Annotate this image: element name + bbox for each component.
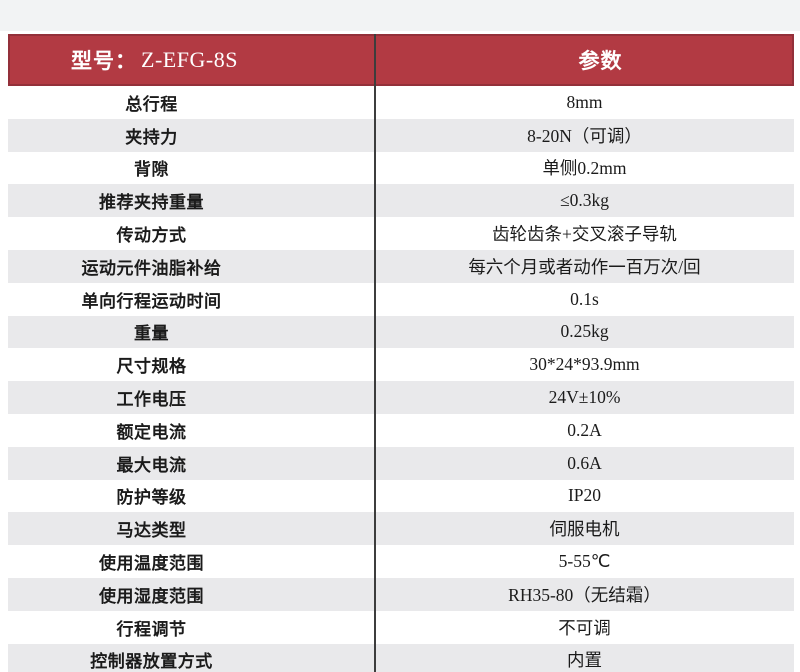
table-row: 行程调节 不可调 — [8, 611, 794, 644]
table-row: 运动元件油脂补给 每六个月或者动作一百万次/回 — [8, 249, 794, 283]
spec-value: 8-20N（可调） — [527, 125, 642, 146]
spec-label: 推荐夹持重量 — [99, 193, 204, 213]
table-row: 马达类型 伺服电机 — [8, 512, 794, 546]
table-row: 总行程 8mm — [8, 86, 794, 119]
spec-label: 行程调节 — [116, 619, 187, 639]
table-row: 控制器放置方式 内置 — [8, 643, 794, 672]
spec-value: 齿轮齿条+交叉滚子导轨 — [492, 224, 677, 245]
spec-value: 0.25kg — [560, 321, 609, 342]
table-row: 重量 0.25kg — [8, 315, 794, 349]
spec-value: 每六个月或者动作一百万次/回 — [468, 256, 701, 277]
spec-value: 0.6A — [567, 452, 602, 473]
spec-value: 0.1s — [570, 288, 599, 309]
table-row: 最大电流 0.6A — [8, 446, 794, 480]
table-row: 防护等级 IP20 — [8, 480, 794, 513]
table-row: 额定电流 0.2A — [8, 414, 794, 447]
spec-label: 工作电压 — [116, 390, 187, 410]
spec-value: 8mm — [566, 91, 603, 112]
spec-label: 使用温度范围 — [99, 554, 204, 574]
spec-label: 背隙 — [134, 160, 169, 180]
spec-label: 使用湿度范围 — [99, 586, 204, 606]
spec-value: 30*24*93.9mm — [529, 354, 640, 375]
table-row: 工作电压 24V±10% — [8, 381, 794, 414]
spec-value: ≤0.3kg — [560, 190, 609, 211]
table-row: 单向行程运动时间 0.1s — [8, 283, 794, 316]
spec-value: 5-55℃ — [558, 551, 611, 572]
spec-value: 伺服电机 — [549, 519, 620, 540]
spec-label: 尺寸规格 — [116, 357, 187, 377]
spec-value: RH35-80（无结霜） — [508, 584, 661, 605]
spec-label: 马达类型 — [116, 521, 187, 541]
spec-label: 单向行程运动时间 — [81, 291, 222, 311]
spec-value: 不可调 — [558, 617, 611, 638]
header-model-cell: 型号： Z-EFG-8S — [10, 36, 377, 84]
spec-value: 单侧0.2mm — [542, 158, 627, 179]
page-top-strip — [0, 0, 800, 31]
model-label: 型号： — [71, 50, 138, 73]
table-row: 传动方式 齿轮齿条+交叉滚子导轨 — [8, 217, 794, 250]
spec-value: 内置 — [567, 650, 602, 671]
spec-value: IP20 — [567, 485, 602, 506]
spec-label: 防护等级 — [116, 488, 187, 508]
table-row: 背隙 单侧0.2mm — [8, 152, 794, 185]
spec-rows: 总行程 8mm 夹持力 8-20N（可调） 背隙 单侧0.2mm 推荐夹持重量 … — [8, 86, 794, 672]
spec-label: 运动元件油脂补给 — [81, 258, 222, 278]
spec-label: 额定电流 — [116, 422, 187, 442]
spec-label: 重量 — [134, 324, 169, 344]
spec-label: 夹持力 — [125, 127, 178, 147]
spec-label: 传动方式 — [116, 226, 187, 246]
table-row: 尺寸规格 30*24*93.9mm — [8, 348, 794, 381]
table-header-row: 型号： Z-EFG-8S 参数 — [8, 34, 794, 86]
column-divider-line — [374, 34, 376, 672]
spec-table: 型号： Z-EFG-8S 参数 总行程 8mm 夹持力 8-20N（可调） 背隙… — [8, 34, 794, 672]
model-number: Z-EFG-8S — [141, 47, 238, 72]
table-row: 推荐夹持重量 ≤0.3kg — [8, 184, 794, 218]
header-parameter-cell: 参数 — [377, 36, 792, 84]
table-row: 使用温度范围 5-55℃ — [8, 545, 794, 578]
spec-value: 24V±10% — [548, 387, 621, 408]
spec-label: 控制器放置方式 — [90, 652, 213, 672]
table-row: 使用湿度范围 RH35-80（无结霜） — [8, 577, 794, 611]
table-row: 夹持力 8-20N（可调） — [8, 118, 794, 152]
spec-label: 最大电流 — [116, 455, 187, 475]
spec-value: 0.2A — [567, 419, 602, 440]
parameter-label: 参数 — [578, 50, 623, 73]
spec-label: 总行程 — [125, 94, 178, 114]
